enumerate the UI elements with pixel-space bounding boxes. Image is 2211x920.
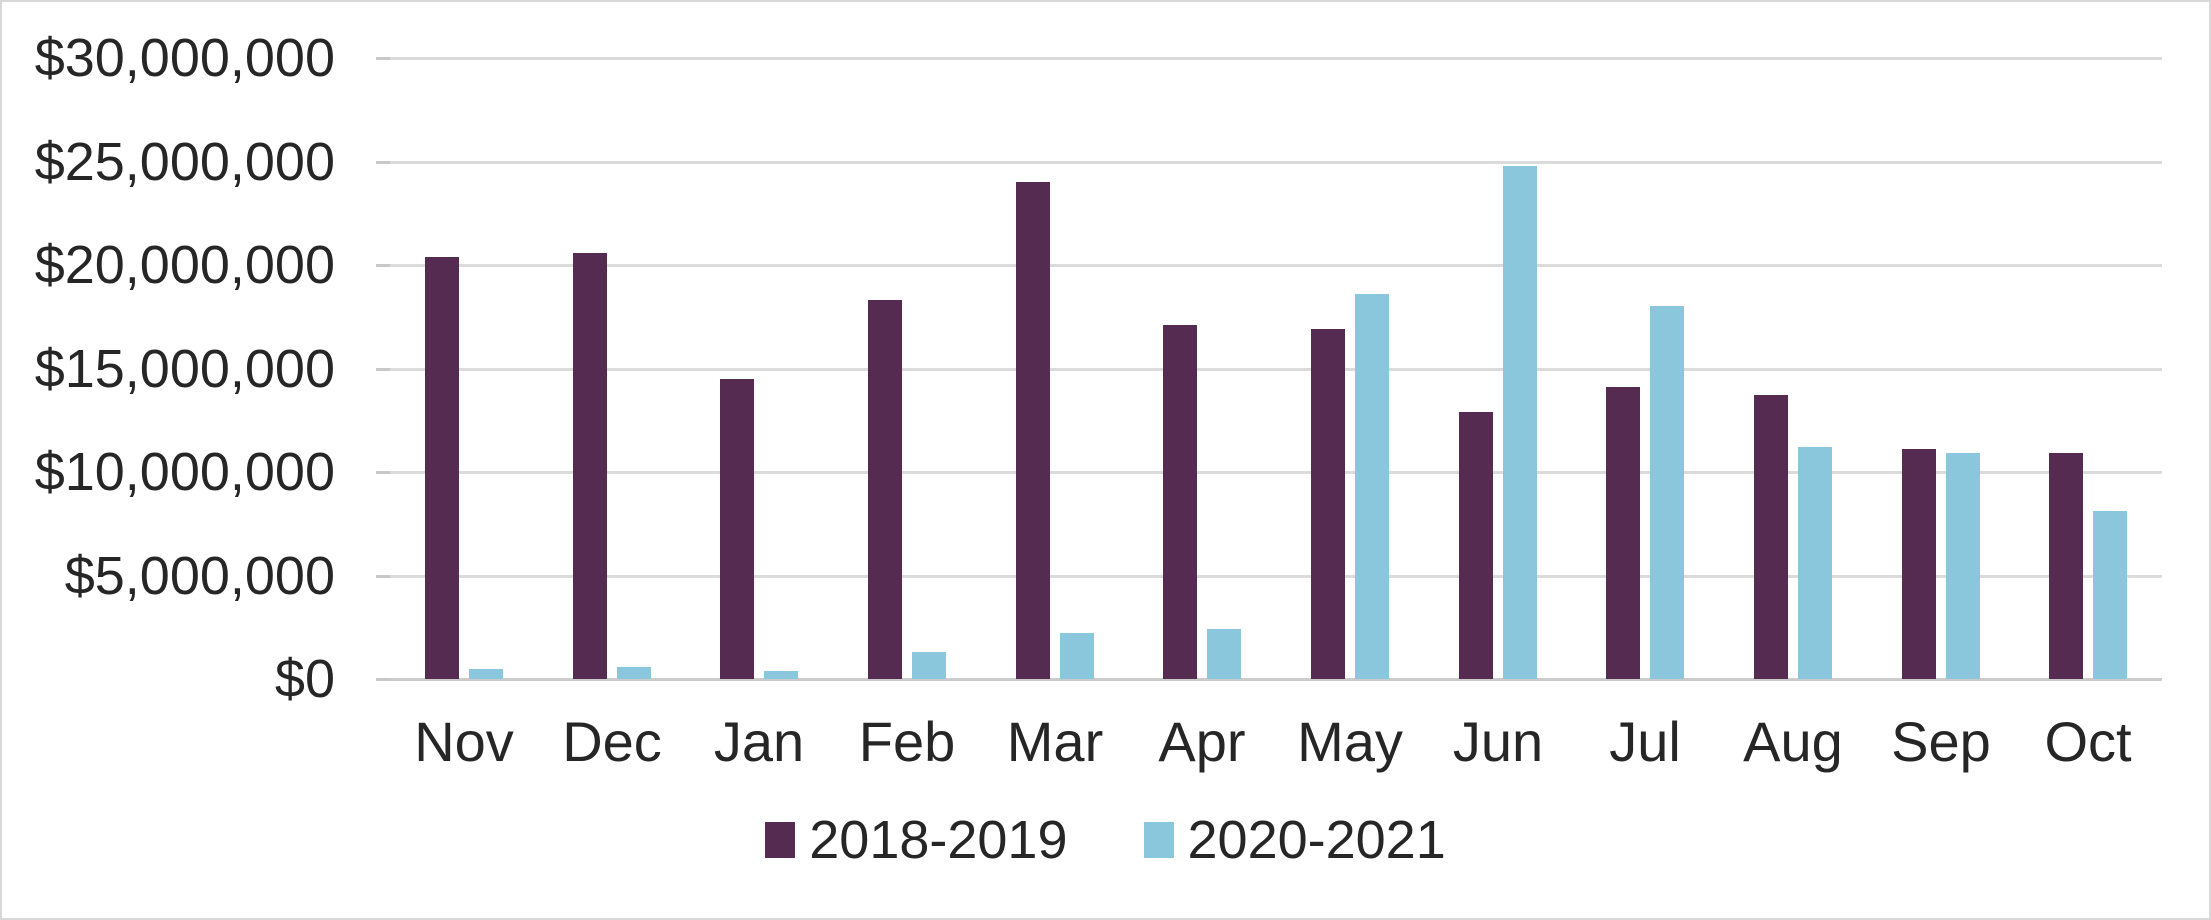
bar-2018-2019-Jan (720, 379, 754, 679)
x-axis-label-Jun: Jun (1452, 710, 1544, 773)
bar-2020-2021-Jul (1650, 306, 1684, 679)
y-axis-tick (376, 161, 390, 164)
y-axis-label: $20,000,000 (34, 235, 335, 295)
bar-2020-2021-Oct (2093, 511, 2127, 679)
y-axis-tick (376, 678, 390, 681)
x-axis-label-May: May (1297, 710, 1403, 773)
bar-2020-2021-Nov (469, 669, 503, 679)
legend-item-2020-2021: 2020-2021 (1143, 810, 1446, 870)
bar-2020-2021-Mar (1060, 633, 1094, 679)
x-axis-label-Apr: Apr (1158, 710, 1246, 773)
y-axis-tick (376, 368, 390, 371)
x-axis-label-Mar: Mar (1006, 710, 1104, 773)
gridline-5 (390, 161, 2162, 164)
bar-2020-2021-Jan (764, 671, 798, 679)
y-axis-label: $30,000,000 (34, 28, 335, 88)
bar-2020-2021-Aug (1798, 447, 1832, 679)
x-axis-label-Oct: Oct (2044, 710, 2132, 773)
bar-2018-2019-May (1311, 329, 1345, 679)
y-axis-label: $15,000,000 (34, 339, 335, 399)
x-axis-label-Aug: Aug (1743, 710, 1843, 773)
bar-2020-2021-Jun (1503, 166, 1537, 679)
bar-2018-2019-Sep (1902, 449, 1936, 679)
bar-2018-2019-Dec (573, 253, 607, 679)
gridline-1 (390, 575, 2162, 578)
gridline-2 (390, 471, 2162, 474)
chart-legend: 2018-2019 2020-2021 (2, 810, 2209, 870)
y-axis-label: $10,000,000 (34, 442, 335, 502)
bar-2018-2019-Nov (425, 257, 459, 679)
gridline-6 (390, 57, 2162, 60)
x-axis-label-Dec: Dec (562, 710, 662, 773)
x-axis-label-Feb: Feb (858, 710, 956, 773)
legend-swatch-2020-2021 (1143, 822, 1174, 858)
legend-label: 2020-2021 (1187, 810, 1446, 870)
legend-swatch-2018-2019 (765, 822, 796, 858)
gridline-3 (390, 368, 2162, 371)
bar-2018-2019-Jun (1459, 412, 1493, 679)
x-axis-label-Jul: Jul (1609, 710, 1681, 773)
gridline-4 (390, 264, 2162, 267)
y-axis-tick (376, 264, 390, 267)
y-axis-tick (376, 575, 390, 578)
bar-2018-2019-Aug (1754, 395, 1788, 679)
bar-2020-2021-Dec (617, 667, 651, 679)
y-axis-label: $5,000,000 (64, 546, 335, 606)
y-axis-tick (376, 57, 390, 60)
gridline-0 (390, 678, 2162, 681)
x-axis-label-Jan: Jan (713, 710, 805, 773)
x-axis-label-Sep: Sep (1891, 710, 1991, 773)
bar-2018-2019-Feb (868, 300, 902, 679)
legend-item-2018-2019: 2018-2019 (765, 810, 1068, 870)
bar-2020-2021-May (1355, 294, 1389, 679)
x-axis-label-Nov: Nov (414, 710, 514, 773)
bar-2018-2019-Apr (1163, 325, 1197, 679)
legend-label: 2018-2019 (809, 810, 1068, 870)
y-axis-tick (376, 471, 390, 474)
bar-2020-2021-Sep (1946, 453, 1980, 679)
bar-2018-2019-Jul (1606, 387, 1640, 679)
bar-2018-2019-Mar (1016, 182, 1050, 679)
bar-2018-2019-Oct (2049, 453, 2083, 679)
bar-2020-2021-Feb (912, 652, 946, 679)
y-axis-label: $25,000,000 (34, 132, 335, 192)
bar-2020-2021-Apr (1207, 629, 1241, 679)
y-axis-label: $0 (274, 649, 335, 709)
